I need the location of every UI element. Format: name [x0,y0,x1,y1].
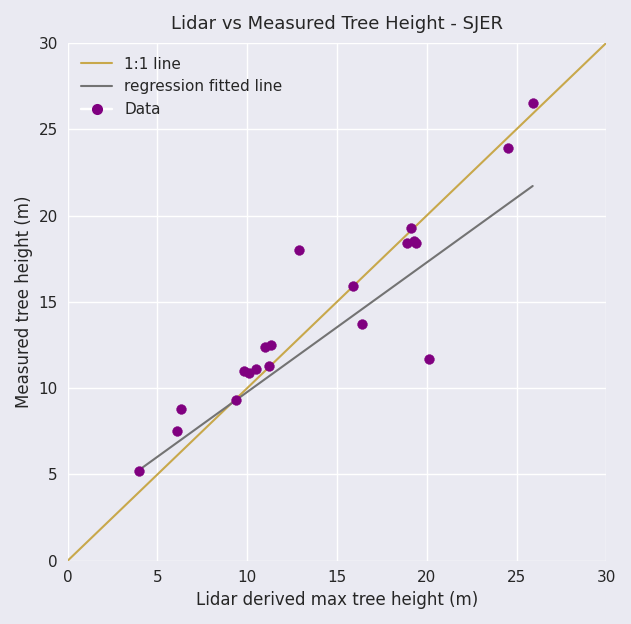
Point [411,238,421,248]
Point [357,319,367,329]
Point [266,340,276,350]
Point [294,245,304,255]
Point [528,99,538,109]
Point [232,395,242,405]
Point [264,361,274,371]
Point [406,223,416,233]
Point [423,354,433,364]
Point [244,368,254,378]
Legend: 1:1 line, regression fitted line, Data: 1:1 line, regression fitted line, Data [75,51,288,123]
Point [409,236,419,246]
X-axis label: Lidar derived max tree height (m): Lidar derived max tree height (m) [196,591,478,609]
Point [239,366,249,376]
Point [502,143,512,153]
Point [175,404,186,414]
Y-axis label: Measured tree height (m): Measured tree height (m) [15,195,33,408]
Point [134,466,144,476]
Point [348,281,358,291]
Point [260,342,270,352]
Point [172,426,182,436]
Title: Lidar vs Measured Tree Height - SJER: Lidar vs Measured Tree Height - SJER [171,15,503,33]
Point [251,364,261,374]
Point [402,238,412,248]
